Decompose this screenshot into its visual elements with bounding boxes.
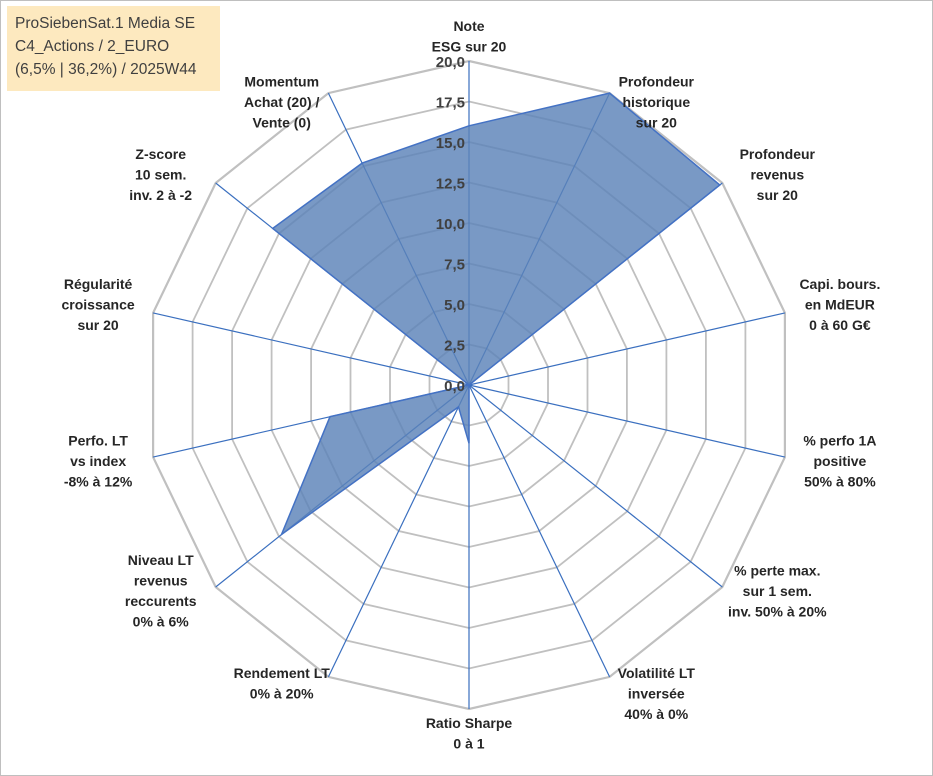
axis-spoke [152, 312, 470, 386]
axis-label-line: 40% à 0% [624, 706, 688, 722]
axis-labels: Note ESG sur 20 Profondeur historique sur 20… [62, 18, 881, 752]
axis-label-line: revenus [134, 573, 188, 589]
title-line-1: ProSiebenSat.1 Media SE [15, 15, 196, 32]
axis-label-line: Profondeur [740, 146, 816, 162]
axis-label: Rendement LT 0% à 20% [234, 665, 331, 702]
axis-label-line: Z-score [135, 146, 186, 162]
axis-spoke [468, 312, 786, 386]
axis-label-line: Rendement LT [234, 665, 331, 681]
tick-label: 20,0 [436, 54, 465, 71]
axis-label-line: Niveau LT [128, 552, 194, 568]
axis-label-line: Profondeur [619, 74, 695, 90]
axis-label: Ratio Sharpe 0 à 1 [426, 715, 513, 752]
title-line-2: C4_Actions / 2_EURO [15, 38, 170, 55]
axis-label-line: sur 1 sem. [743, 583, 812, 599]
axis-spoke [468, 384, 786, 458]
axis-label: Volatilité LT inversée 40% à 0% [618, 665, 696, 722]
axis-label-line: Note [453, 18, 484, 34]
axis-label-line: sur 20 [757, 187, 798, 203]
axis-label-line: Momentum [244, 74, 319, 90]
tick-label: 0,0 [444, 378, 465, 395]
axis-label-line: 0% à 20% [250, 685, 314, 701]
axis-label-line: sur 20 [636, 115, 677, 131]
chart-title-box: ProSiebenSat.1 Media SE C4_Actions / 2_E… [7, 6, 220, 91]
axis-label-line: 0% à 6% [133, 614, 190, 630]
axis-label-line: 0 à 60 G€ [809, 317, 871, 333]
axis-label-line: Achat (20) / [244, 94, 320, 110]
axis-spoke [468, 384, 723, 588]
tick-label: 7,5 [444, 257, 465, 274]
axis-label-line: historique [622, 94, 690, 110]
axis-label: % perte max. sur 1 sem. inv. 50% à 20% [728, 562, 827, 619]
title-line-3: (6,5% | 36,2%) / 2025W44 [15, 61, 197, 78]
tick-label: 10,0 [436, 216, 465, 233]
axis-label-line: Volatilité LT [618, 665, 696, 681]
axis-label: Profondeur historique sur 20 [619, 74, 695, 131]
axis-label-line: inv. 50% à 20% [728, 603, 827, 619]
tick-label: 12,5 [436, 176, 465, 193]
axis-label-line: sur 20 [77, 317, 118, 333]
axis-label-line: Régularité [64, 276, 133, 292]
axis-label: Capi. bours. en MdEUR 0 à 60 G€ [799, 276, 880, 333]
axis-label-line: reccurents [125, 593, 197, 609]
tick-label: 5,0 [444, 297, 465, 314]
axis-spoke [327, 384, 470, 678]
axis-label: % perfo 1A positive 50% à 80% [803, 432, 876, 489]
axis-label-line: 10 sem. [135, 167, 186, 183]
axis-label-line: inv. 2 à -2 [129, 187, 192, 203]
series-area [271, 92, 721, 537]
tick-label: 15,0 [436, 135, 465, 152]
axis-label: Momentum Achat (20) / Vente (0) [244, 74, 320, 131]
axis-label-line: inversée [628, 685, 685, 701]
axis-label-line: % perfo 1A [803, 432, 876, 448]
axis-label: Profondeur revenus sur 20 [740, 146, 816, 203]
axis-label-line: croissance [62, 297, 135, 313]
axis-label-line: 50% à 80% [804, 473, 876, 489]
axis-label-line: % perte max. [734, 562, 820, 578]
axis-label-line: Vente (0) [253, 115, 311, 131]
axis-label-line: vs index [70, 453, 126, 469]
axis-label-line: Capi. bours. [799, 276, 880, 292]
axis-label: Régularité croissance sur 20 [62, 276, 135, 333]
axis-label-line: revenus [750, 167, 804, 183]
tick-labels: 0,0 2,5 5,0 7,5 10,0 12,5 15,0 17,5 20,0 [436, 54, 465, 395]
axis-label-line: en MdEUR [805, 297, 875, 313]
axis-spoke [468, 384, 611, 678]
tick-label: 2,5 [444, 338, 465, 355]
tick-label: 17,5 [436, 95, 465, 112]
axis-label: Perfo. LT vs index -8% à 12% [64, 432, 133, 489]
axis-label-line: ESG sur 20 [432, 39, 507, 55]
axis-label: Niveau LT revenus reccurents 0% à 6% [125, 552, 197, 630]
axis-label-line: 0 à 1 [453, 736, 484, 752]
axis-label-line: -8% à 12% [64, 473, 133, 489]
series-layer [271, 92, 721, 537]
axis-label: Z-score 10 sem. inv. 2 à -2 [129, 146, 192, 203]
axis-label: Note ESG sur 20 [432, 18, 507, 55]
axis-label-line: Ratio Sharpe [426, 715, 513, 731]
axis-label-line: positive [813, 453, 866, 469]
axis-label-line: Perfo. LT [68, 432, 128, 448]
